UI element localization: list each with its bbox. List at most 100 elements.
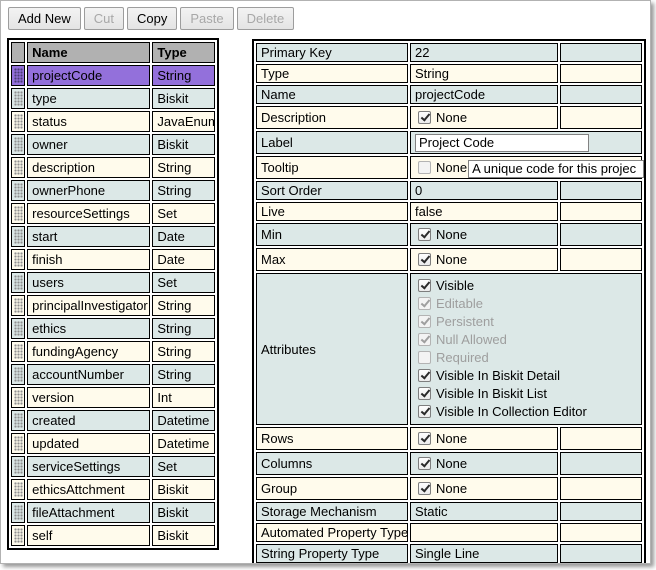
- none-checkbox-label: None: [436, 481, 468, 496]
- field-row-version[interactable]: version Int: [11, 387, 215, 408]
- attr-checkbox-null-allowed[interactable]: [418, 333, 431, 346]
- drag-handle[interactable]: [11, 502, 26, 523]
- field-row-serviceSettings[interactable]: serviceSettings Set: [11, 456, 215, 477]
- filler-cell: [560, 106, 642, 129]
- field-row-ethicsAttchment[interactable]: ethicsAttchment Biskit: [11, 479, 215, 500]
- tooltip-input[interactable]: [468, 159, 645, 178]
- attr-checkbox-visible-in-biskit-list[interactable]: [418, 387, 431, 400]
- field-row-type[interactable]: type Biskit: [11, 88, 215, 109]
- fields-table: Name Type projectCode String type Biskit: [7, 38, 219, 550]
- field-row-projectCode[interactable]: projectCode String: [11, 65, 215, 86]
- field-row-fundingAgency[interactable]: fundingAgency String: [11, 341, 215, 362]
- filler-cell: [560, 502, 642, 521]
- property-row-max: Max None: [256, 248, 642, 271]
- attr-checkbox-label: Visible In Collection Editor: [436, 404, 587, 419]
- property-value: [410, 523, 558, 542]
- field-row-principalInvestigator[interactable]: principalInvestigator String: [11, 295, 215, 316]
- property-row-string-property-type: String Property Type Single Line: [256, 544, 642, 563]
- drag-handle[interactable]: [11, 157, 26, 178]
- filler-cell: [560, 477, 642, 500]
- grip-icon: [13, 183, 23, 198]
- drag-handle[interactable]: [11, 134, 26, 155]
- field-row-ethics[interactable]: ethics String: [11, 318, 215, 339]
- drag-handle[interactable]: [11, 249, 26, 270]
- drag-handle[interactable]: [11, 456, 26, 477]
- drag-handle[interactable]: [11, 88, 26, 109]
- none-checkbox[interactable]: [418, 228, 431, 241]
- column-header-blank: [11, 42, 26, 63]
- field-row-users[interactable]: users Set: [11, 272, 215, 293]
- drag-handle[interactable]: [11, 364, 26, 385]
- drag-handle[interactable]: [11, 203, 26, 224]
- property-row-description: Description None: [256, 106, 642, 129]
- drag-handle[interactable]: [11, 65, 26, 86]
- attr-checkbox-visible[interactable]: [418, 279, 431, 292]
- field-row-ownerPhone[interactable]: ownerPhone String: [11, 180, 215, 201]
- drag-handle[interactable]: [11, 180, 26, 201]
- field-name-cell: created: [27, 410, 151, 431]
- attr-checkbox-persistent[interactable]: [418, 315, 431, 328]
- drag-handle[interactable]: [11, 295, 26, 316]
- attr-checkbox-label: Null Allowed: [436, 332, 507, 347]
- grip-icon: [13, 229, 23, 244]
- property-row-name: Name projectCode: [256, 85, 642, 104]
- field-row-accountNumber[interactable]: accountNumber String: [11, 364, 215, 385]
- drag-handle[interactable]: [11, 479, 26, 500]
- property-row-live: Live false: [256, 202, 642, 221]
- drag-handle[interactable]: [11, 341, 26, 362]
- drag-handle[interactable]: [11, 226, 26, 247]
- property-value: [410, 131, 642, 154]
- paste-button[interactable]: Paste: [180, 7, 234, 30]
- property-row-primary-key: Primary Key 22: [256, 43, 642, 62]
- field-row-status[interactable]: status JavaEnum: [11, 111, 215, 132]
- field-row-fileAttachment[interactable]: fileAttachment Biskit: [11, 502, 215, 523]
- drag-handle[interactable]: [11, 410, 26, 431]
- field-row-start[interactable]: start Date: [11, 226, 215, 247]
- field-row-finish[interactable]: finish Date: [11, 249, 215, 270]
- none-checkbox[interactable]: [418, 253, 431, 266]
- field-row-updated[interactable]: updated Datetime: [11, 433, 215, 454]
- property-label: Sort Order: [256, 181, 408, 200]
- none-checkbox[interactable]: [418, 432, 431, 445]
- attr-checkbox-required[interactable]: [418, 351, 431, 364]
- add-new-button[interactable]: Add New: [8, 7, 81, 30]
- none-checkbox[interactable]: [418, 482, 431, 495]
- delete-button[interactable]: Delete: [236, 7, 295, 30]
- grip-icon: [13, 114, 23, 129]
- filler-cell: [560, 523, 642, 542]
- drag-handle[interactable]: [11, 272, 26, 293]
- cut-button[interactable]: Cut: [83, 7, 124, 30]
- field-name-cell: version: [27, 387, 151, 408]
- label-input[interactable]: [415, 133, 589, 152]
- attr-checkbox-visible-in-biskit-detail[interactable]: [418, 369, 431, 382]
- drag-handle[interactable]: [11, 433, 26, 454]
- field-name-cell: ethicsAttchment: [27, 479, 151, 500]
- column-header-name: Name: [27, 42, 151, 63]
- field-name-cell: ethics: [27, 318, 151, 339]
- drag-handle[interactable]: [11, 387, 26, 408]
- column-header-type: Type: [152, 42, 215, 63]
- field-row-resourceSettings[interactable]: resourceSettings Set: [11, 203, 215, 224]
- field-row-description[interactable]: description String: [11, 157, 215, 178]
- field-row-self[interactable]: self Biskit: [11, 525, 215, 546]
- attr-checkbox-visible-in-collection-editor[interactable]: [418, 405, 431, 418]
- none-checkbox[interactable]: [418, 111, 431, 124]
- field-type-cell: String: [152, 318, 215, 339]
- copy-button[interactable]: Copy: [126, 7, 178, 30]
- attr-checkbox-editable[interactable]: [418, 297, 431, 310]
- property-label: Type: [256, 64, 408, 83]
- grip-icon: [13, 390, 23, 405]
- filler-cell: [560, 248, 642, 271]
- drag-handle[interactable]: [11, 111, 26, 132]
- grip-icon: [13, 528, 23, 543]
- drag-handle[interactable]: [11, 525, 26, 546]
- drag-handle[interactable]: [11, 318, 26, 339]
- none-checkbox[interactable]: [418, 457, 431, 470]
- field-type-cell: Datetime: [152, 410, 215, 431]
- field-row-created[interactable]: created Datetime: [11, 410, 215, 431]
- field-row-owner[interactable]: owner Biskit: [11, 134, 215, 155]
- none-checkbox[interactable]: [418, 161, 431, 174]
- property-row-automated-property-type: Automated Property Type: [256, 523, 642, 542]
- attr-checkbox-label: Visible In Biskit Detail: [436, 368, 561, 383]
